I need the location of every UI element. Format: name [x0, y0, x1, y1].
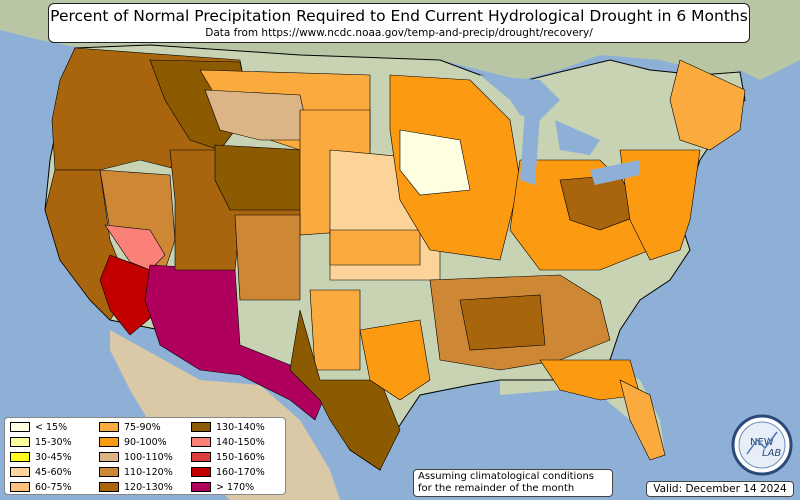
legend-item: 75-90%	[99, 421, 161, 434]
region-southeast-dark	[459, 294, 546, 351]
legend-label: 150-160%	[216, 452, 265, 463]
legend-item: 45-60%	[10, 466, 72, 479]
legend-swatch	[99, 451, 119, 462]
legend-label: 60-75%	[35, 482, 72, 493]
legend-label: 130-140%	[216, 422, 265, 433]
legend-item: 90-100%	[99, 436, 167, 449]
legend-item: > 170%	[191, 481, 254, 494]
legend-swatch	[191, 436, 211, 447]
legend-item: 140-150%	[191, 436, 265, 449]
region-northeast	[669, 59, 746, 151]
legend-label: 100-110%	[124, 452, 173, 463]
legend-label: 110-120%	[124, 467, 173, 478]
region-dakotas-tan	[204, 89, 311, 141]
legend-swatch	[191, 466, 211, 477]
legend-item: 110-120%	[99, 466, 173, 479]
legend-swatch	[99, 481, 119, 492]
legend-swatch	[10, 451, 30, 462]
legend-item: 15-30%	[10, 436, 72, 449]
region-new-mexico	[234, 214, 301, 301]
region-mid-atlantic	[619, 149, 701, 261]
legend-label: > 170%	[216, 482, 255, 493]
region-texas-west	[289, 309, 401, 471]
legend-label: 140-150%	[216, 437, 265, 448]
legend-swatch	[10, 421, 30, 432]
assumption-note-line2: for the remainder of the month	[418, 483, 575, 494]
region-new-mexico-orange	[309, 289, 361, 371]
legend-swatch	[99, 436, 119, 447]
assumption-note-line1: Assuming climatological conditions	[418, 471, 594, 482]
legend-label: 75-90%	[124, 422, 161, 433]
map-subtitle: Data from https://www.ncdc.noaa.gov/temp…	[205, 27, 593, 39]
region-texas-central	[359, 319, 431, 401]
valid-date: Valid: December 14 2024	[646, 481, 794, 497]
map-title: Percent of Normal Precipitation Required…	[50, 7, 748, 25]
region-midwest-light	[399, 129, 471, 196]
region-carolinas-orange	[539, 359, 641, 401]
title-box: Percent of Normal Precipitation Required…	[48, 3, 750, 43]
legend-item: 160-170%	[191, 466, 265, 479]
legend-label: < 15%	[35, 422, 68, 433]
lab-logo: NEW LAB	[731, 414, 793, 476]
region-florida	[619, 379, 666, 461]
region-wyoming-dark	[214, 144, 306, 211]
legend-swatch	[99, 466, 119, 477]
legend-label: 160-170%	[216, 467, 265, 478]
legend: < 15% 15-30% 30-45% 45-60% 60-75% 75-90%…	[4, 417, 286, 495]
legend-swatch	[191, 421, 211, 432]
legend-label: 30-45%	[35, 452, 72, 463]
assumption-note: Assuming climatological conditions for t…	[413, 469, 613, 497]
legend-item: < 15%	[10, 421, 67, 434]
legend-swatch	[99, 421, 119, 432]
legend-swatch	[10, 466, 30, 477]
legend-label: 15-30%	[35, 437, 72, 448]
legend-item: 130-140%	[191, 421, 265, 434]
legend-item: 30-45%	[10, 451, 72, 464]
legend-item: 120-130%	[99, 481, 173, 494]
legend-item: 150-160%	[191, 451, 265, 464]
legend-label: 90-100%	[124, 437, 167, 448]
great-lakes	[480, 75, 640, 185]
logo-text-bottom: LAB	[762, 448, 781, 459]
legend-label: 45-60%	[35, 467, 72, 478]
region-kansas-orange	[329, 229, 421, 266]
legend-swatch	[191, 451, 211, 462]
legend-swatch	[10, 436, 30, 447]
legend-swatch	[191, 481, 211, 492]
logo-text-top: NEW	[750, 437, 774, 448]
region-southwest-magenta	[144, 264, 326, 421]
legend-swatch	[10, 481, 30, 492]
legend-item: 60-75%	[10, 481, 72, 494]
legend-item: 100-110%	[99, 451, 173, 464]
legend-label: 120-130%	[124, 482, 173, 493]
region-nevada-pink	[104, 224, 166, 271]
